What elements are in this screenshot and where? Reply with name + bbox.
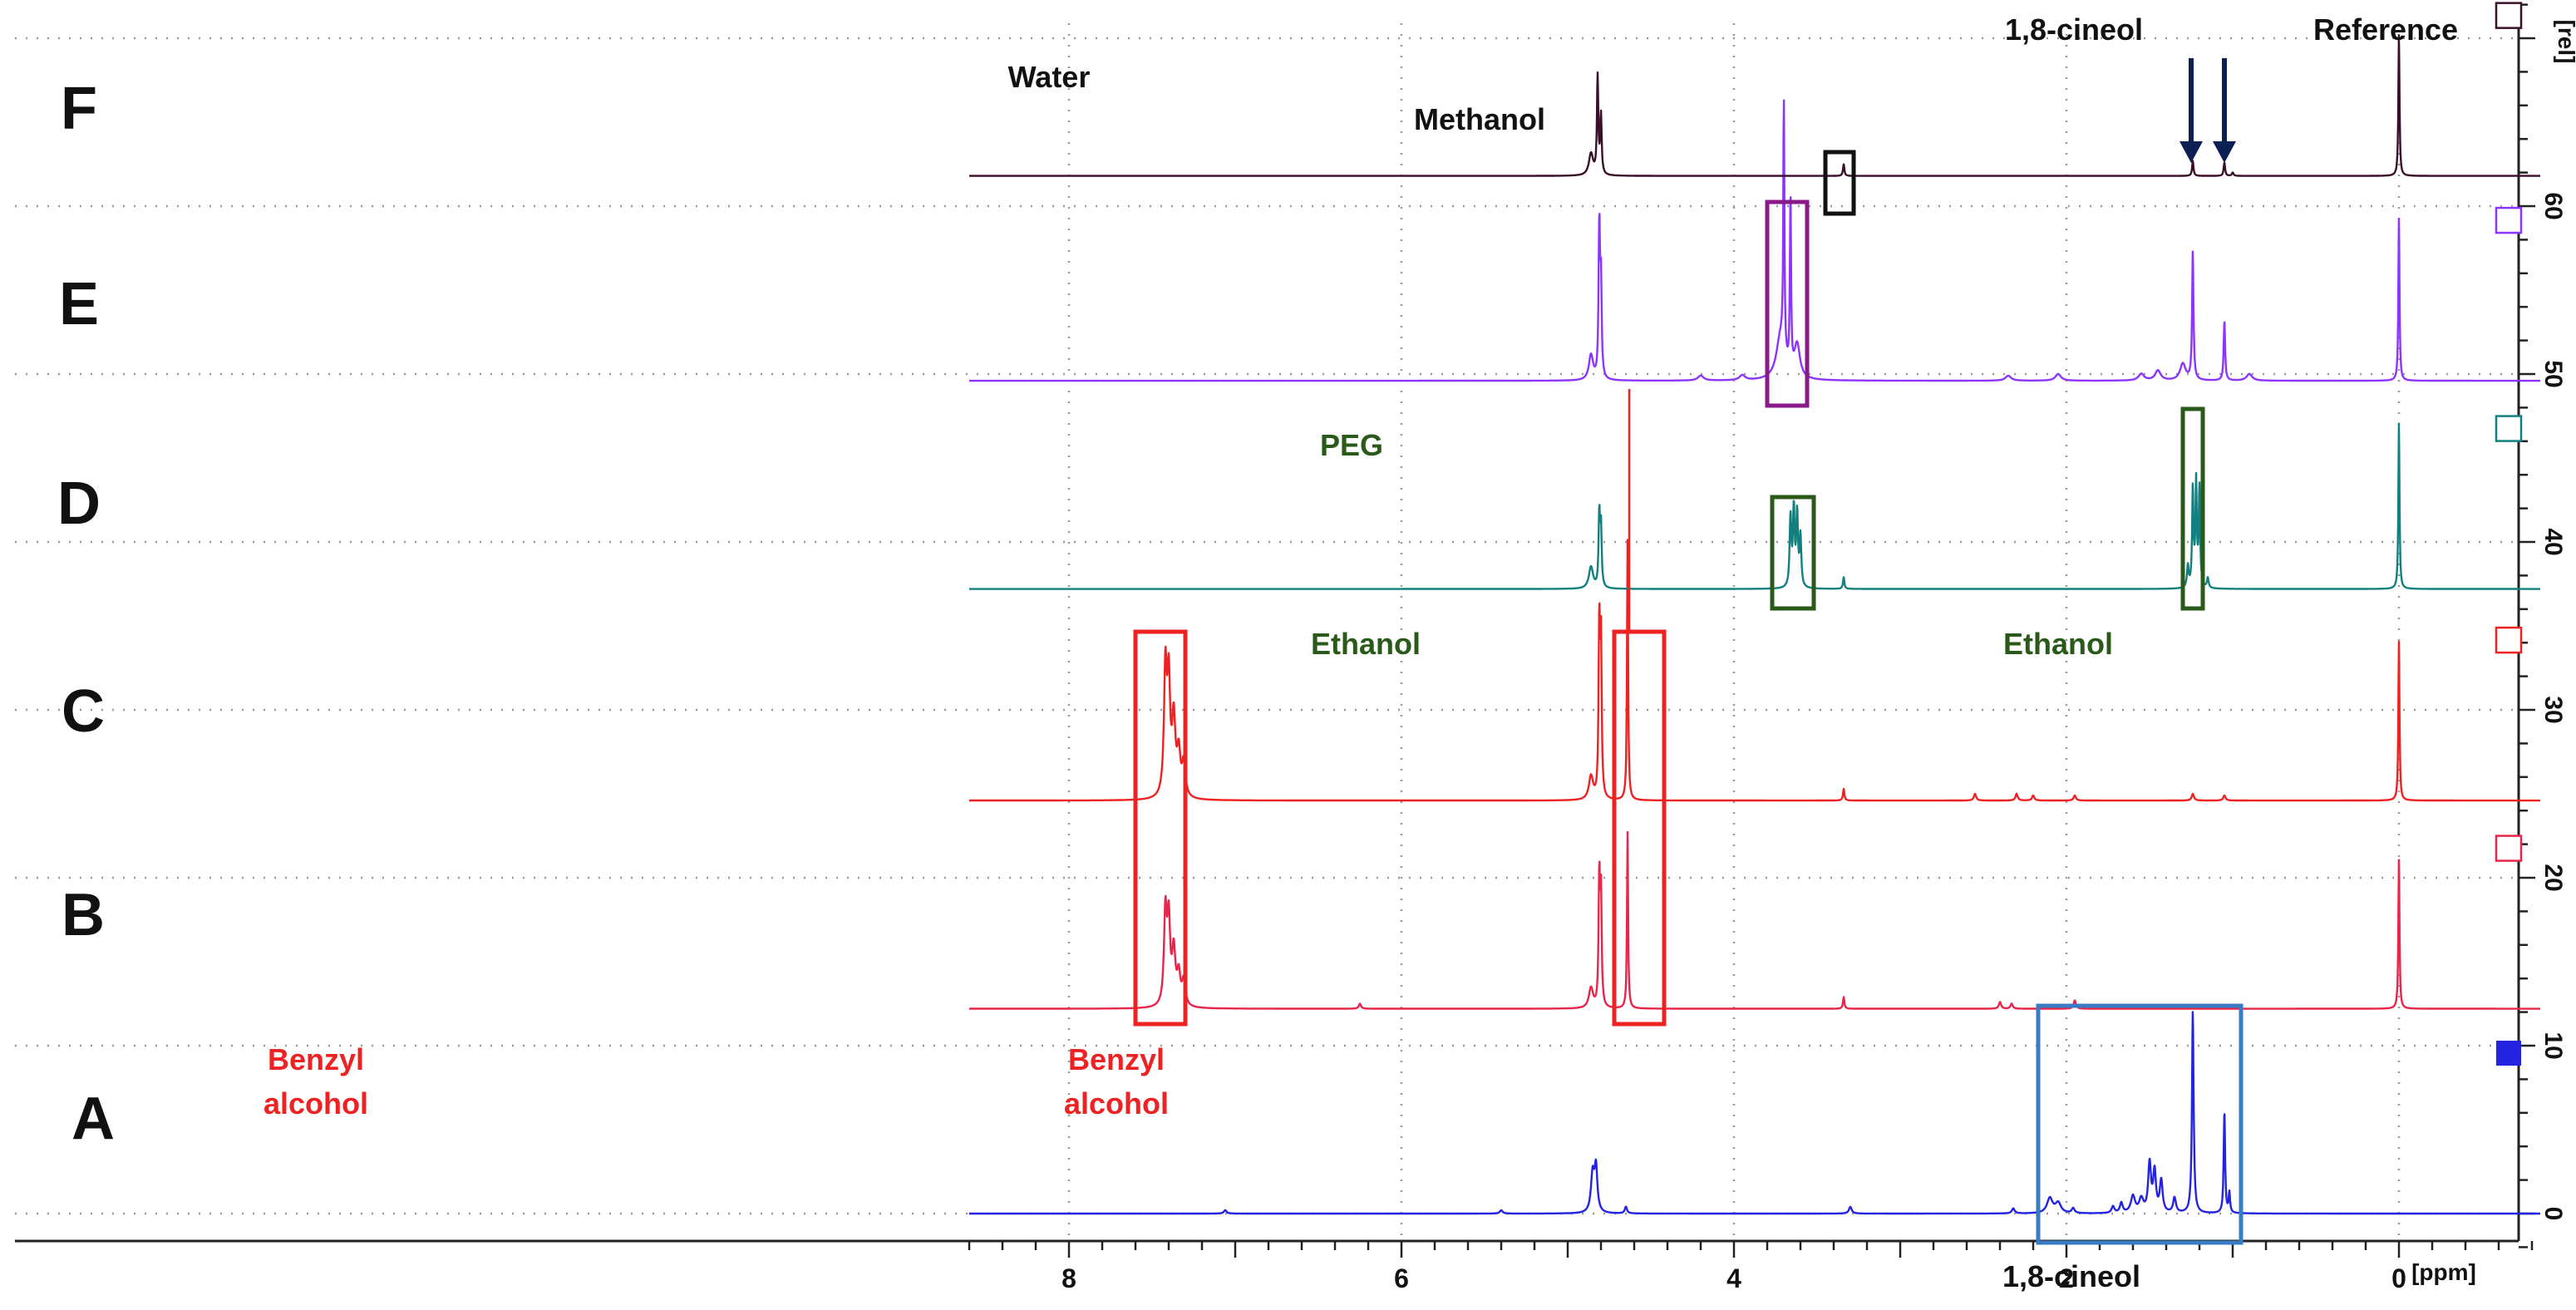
cineol-arrow-1-head (2180, 141, 2203, 163)
y-tick-label: 40 (2539, 528, 2567, 555)
benzyl-alcohol-right-line2: alcohol (1064, 1086, 1169, 1120)
trace-label-a: A (71, 1086, 115, 1152)
trace-label-e: E (59, 271, 99, 337)
x-tick-label: 6 (1394, 1263, 1409, 1293)
trace-label-d: D (57, 470, 101, 537)
annotation-boxes (1133, 58, 2244, 1245)
ethanol-box-right (2180, 406, 2205, 611)
trace-label-b: B (62, 882, 105, 948)
water-label: Water (1008, 60, 1091, 94)
cineol-label-top: 1,8-cineol (2005, 12, 2143, 47)
spectrum-c (968, 539, 2541, 802)
cineol-label-bottom: 1,8-cineol (2002, 1259, 2140, 1293)
x-tick-label: 4 (1726, 1263, 1741, 1293)
legend-marker-d (2495, 415, 2523, 442)
peg-label: PEG (1320, 428, 1383, 462)
legend-marker-b (2495, 835, 2523, 862)
y-tick-label: 10 (2539, 1032, 2567, 1059)
spectrum-e (968, 99, 2541, 382)
spectrum-a (968, 1011, 2541, 1215)
trace-label-f: F (61, 76, 97, 142)
x-axis-unit: [ppm] (2411, 1259, 2476, 1285)
x-tick-label: 8 (1061, 1263, 1076, 1293)
reference-label: Reference (2313, 12, 2458, 47)
y-tick-label: 50 (2539, 360, 2567, 387)
legend-marker-e (2495, 206, 2523, 234)
benzyl-alcohol-left-line2: alcohol (264, 1086, 368, 1120)
legend-marker-c (2495, 626, 2523, 654)
spectrum-d (968, 422, 2541, 590)
legend-marker-f (2495, 2, 2523, 29)
cineol-box (2036, 1003, 2244, 1245)
x-tick-label: 2 (2059, 1263, 2074, 1293)
spectrum-b (968, 830, 2541, 1010)
y-tick-label: 20 (2539, 864, 2567, 891)
ethanol-label-left: Ethanol (1311, 627, 1421, 661)
grid-layer (15, 23, 2519, 1241)
methanol-box (1823, 150, 1856, 216)
trace-label-c: C (62, 678, 105, 745)
spectrum-f (968, 34, 2541, 177)
annotation-text: F E D C B A Water Methanol PEG Ethanol E… (57, 12, 2576, 1293)
spectra-layer (968, 34, 2541, 1215)
benzyl-alcohol-box-right (1612, 629, 1667, 1027)
benzyl-alcohol-box-left (1133, 629, 1188, 1027)
y-tick-label: 0 (2539, 1207, 2567, 1221)
benzyl-alcohol-left-line1: Benzyl (268, 1042, 364, 1076)
cineol-arrow-2-head (2213, 141, 2236, 163)
methanol-label: Methanol (1414, 102, 1545, 136)
legend-marker-a (2496, 1041, 2521, 1066)
x-tick-label: 0 (2391, 1263, 2406, 1293)
peg-box (1765, 199, 1810, 408)
benzyl-alcohol-right-line1: Benzyl (1068, 1042, 1165, 1076)
ethanol-box-left (1770, 495, 1816, 611)
y-tick-label: 60 (2539, 192, 2567, 219)
ethanol-label-right: Ethanol (2003, 627, 2113, 661)
y-tick-label: 30 (2539, 696, 2567, 723)
y-axis-unit: [rel] (2554, 20, 2576, 64)
